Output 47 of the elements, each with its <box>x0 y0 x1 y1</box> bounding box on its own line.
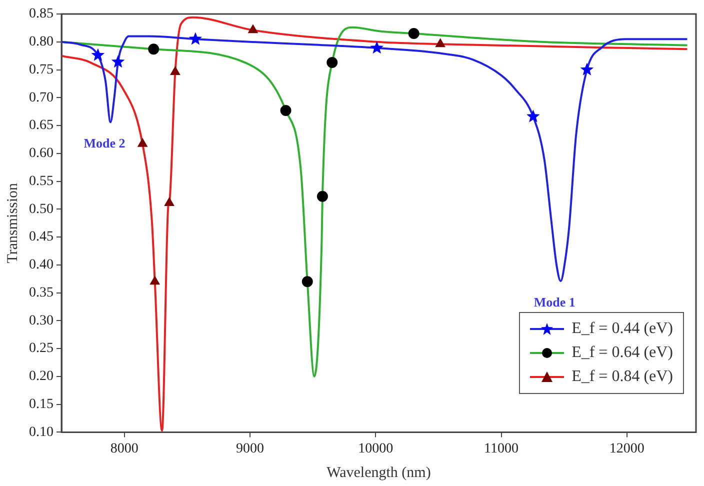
line-series <box>62 16 688 432</box>
y-tick-label: 0.15 <box>29 396 54 412</box>
annotation: Mode 2 <box>84 136 126 151</box>
y-tick-label: 0.55 <box>29 174 54 189</box>
point <box>435 38 446 48</box>
y-tick-label: 0.80 <box>29 34 54 50</box>
point <box>148 44 160 55</box>
y-tick-label: 0.10 <box>29 424 54 440</box>
point <box>164 198 174 206</box>
point <box>316 190 328 202</box>
y-tick-label: 0.85 <box>29 6 54 22</box>
point <box>150 276 160 285</box>
annotation: Mode 1 <box>534 294 576 310</box>
y-tick-label: 0.45 <box>29 230 54 245</box>
point <box>370 41 384 54</box>
x-tick-label: 9000 <box>236 441 264 456</box>
y-tick-label: 0.70 <box>29 90 54 106</box>
point <box>580 62 594 76</box>
point <box>170 66 180 75</box>
point <box>138 138 148 147</box>
point <box>111 54 125 68</box>
y-tick-label: 0.75 <box>29 62 54 78</box>
point <box>526 110 540 122</box>
y-tick-label: 0.25 <box>29 341 54 356</box>
legend-label: E_f = 0.44 (eV) <box>572 319 673 339</box>
point <box>188 32 202 45</box>
y-tick-label: 0.35 <box>29 285 54 300</box>
legend-label: E_f = 0.84 (eV) <box>572 367 673 387</box>
point <box>91 48 105 61</box>
x-tick-label: 12000 <box>609 441 644 456</box>
y-tick-label: 0.40 <box>29 258 54 273</box>
x-tick-label: 10000 <box>358 441 394 456</box>
y-tick-label: 0.20 <box>29 369 54 384</box>
y-tick-label: 0.65 <box>29 118 54 134</box>
point <box>280 104 292 116</box>
x-tick-label: 11000 <box>484 441 518 456</box>
point <box>302 276 313 288</box>
y-axis-title: Transmission <box>4 182 21 264</box>
y-tick-label: 0.60 <box>29 146 54 162</box>
point <box>326 57 338 68</box>
x-axis-title: Wavelength (nm) <box>326 464 431 481</box>
point <box>408 28 420 40</box>
y-tick-label: 0.50 <box>29 202 54 217</box>
y-tick-label: 0.30 <box>29 313 54 328</box>
legend-label: E_f = 0.64 (eV) <box>572 343 673 363</box>
point <box>248 24 258 34</box>
x-tick-label: 8000 <box>110 441 138 456</box>
